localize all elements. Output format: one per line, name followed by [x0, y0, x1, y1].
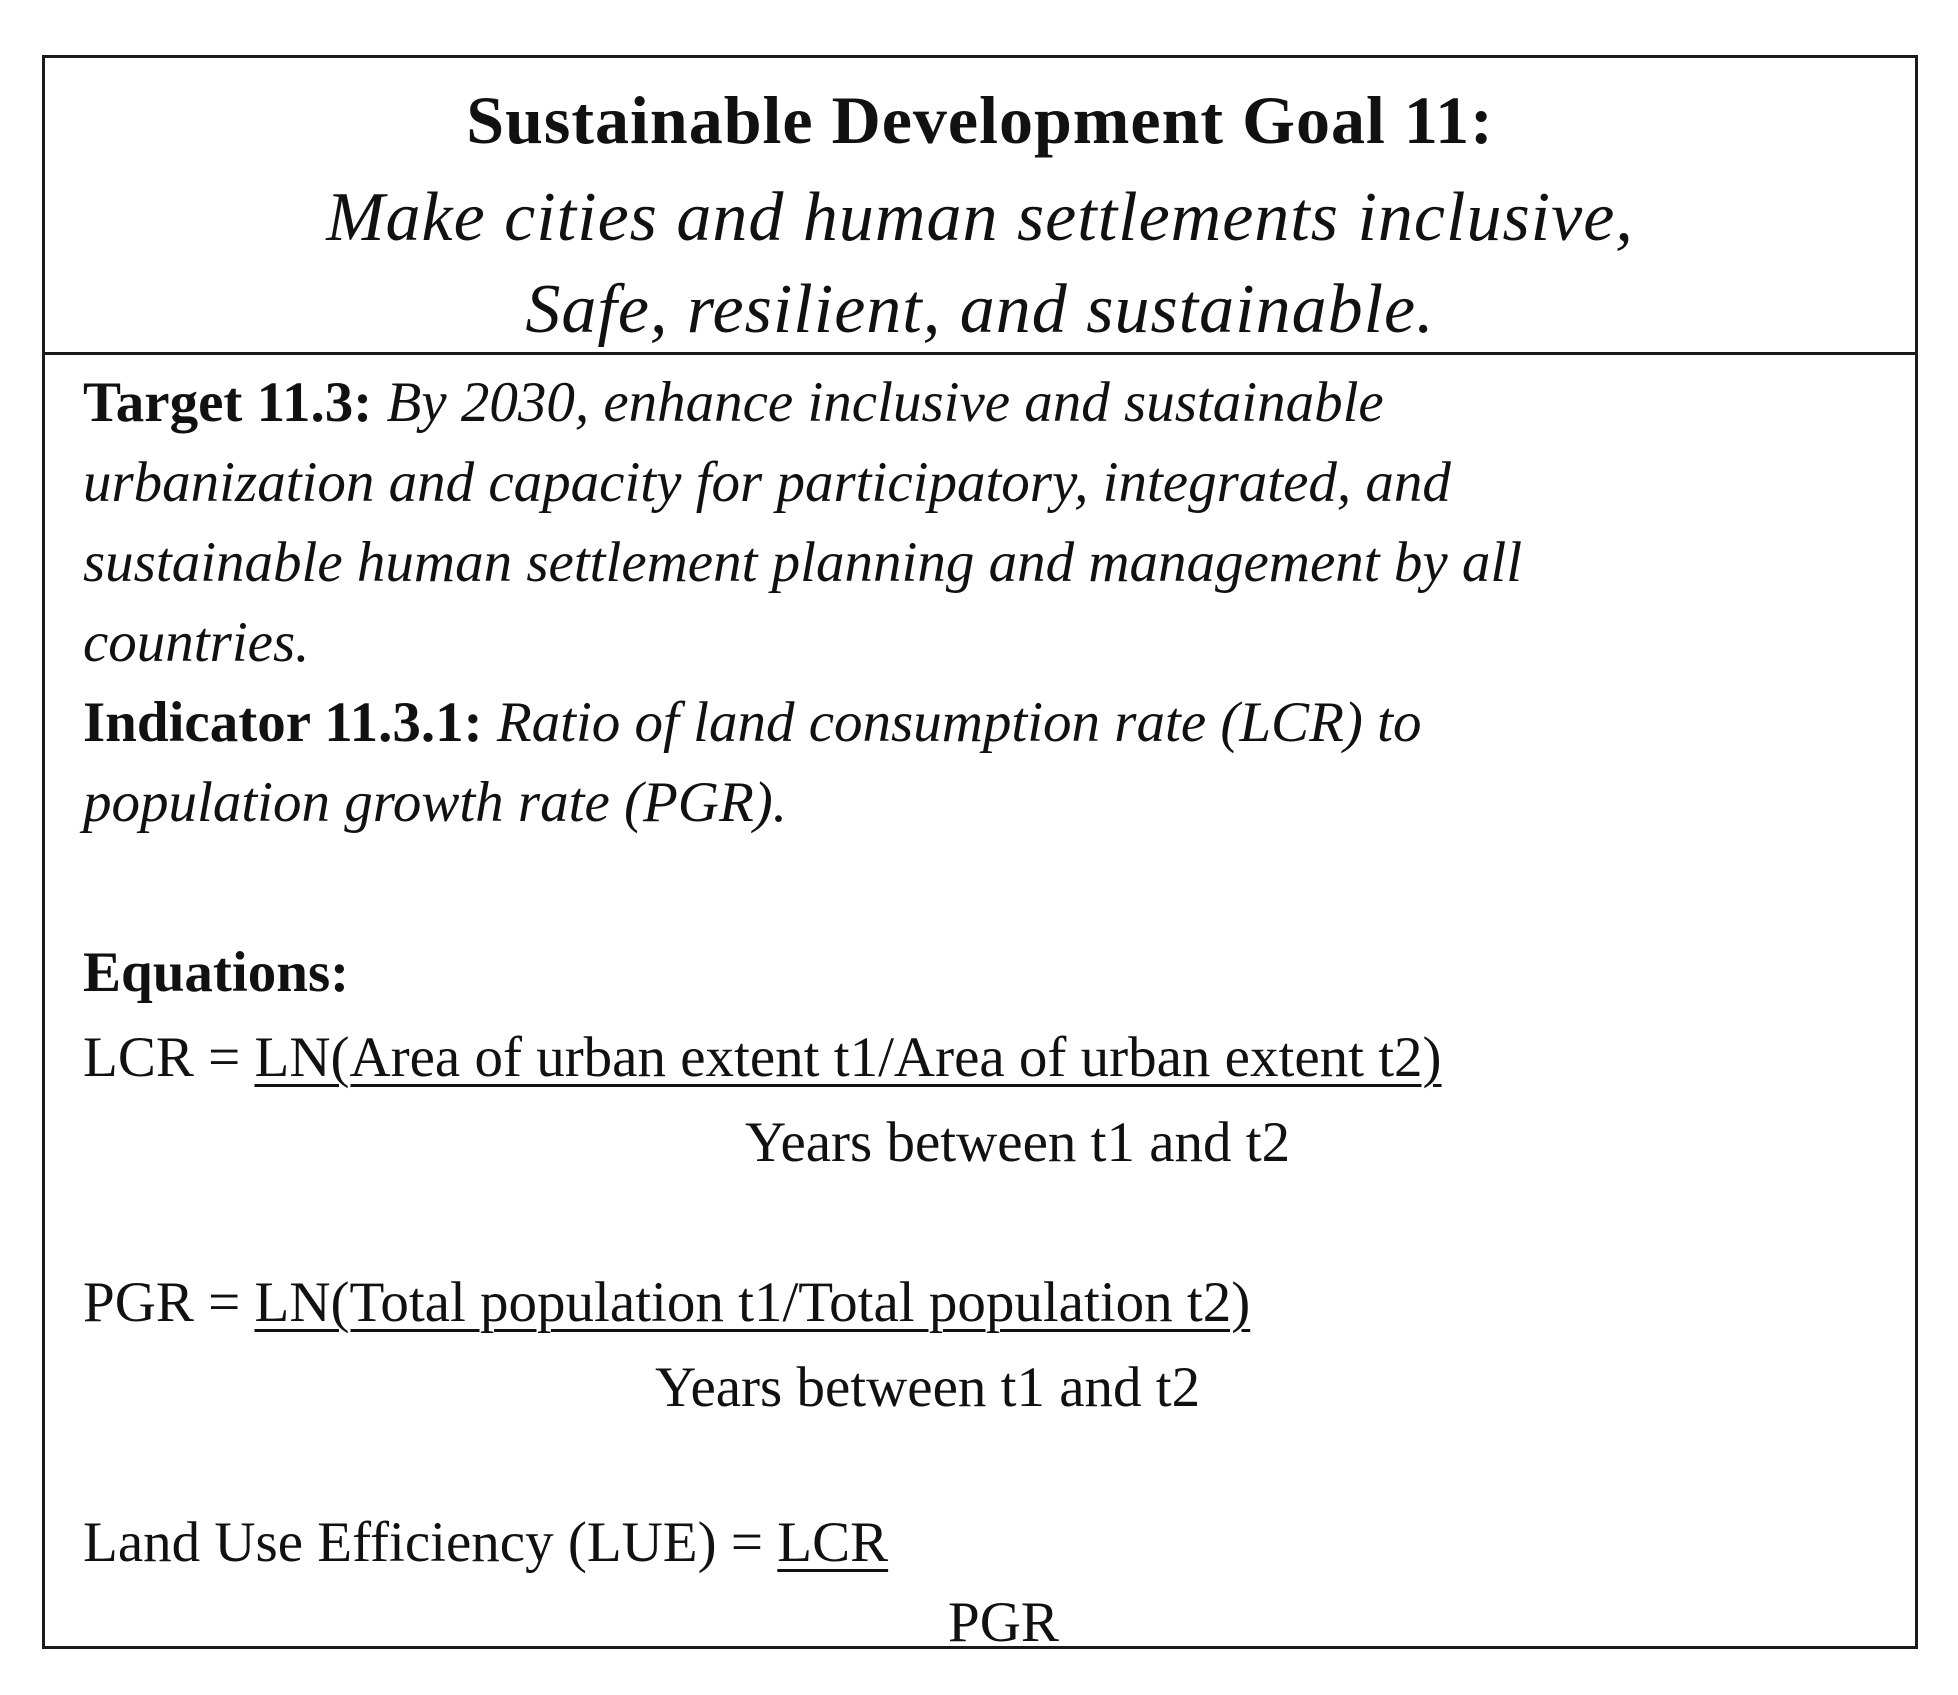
sdg-box: Sustainable Development Goal 11: Make ci…: [42, 55, 1918, 1654]
target-label: Target 11.3:: [83, 371, 373, 434]
target-section: Target 11.3: By 2030, enhance inclusive …: [83, 363, 1893, 683]
indicator-line-1: Indicator 11.3.1: Ratio of land consumpt…: [83, 683, 1893, 763]
goal-header: Sustainable Development Goal 11: Make ci…: [45, 58, 1915, 355]
pgr-lhs: PGR =: [83, 1271, 255, 1334]
goal-subtitle-line-2: Safe, resilient, and sustainable.: [525, 271, 1435, 348]
pgr-numerator: LN(Total population t1/Total population …: [254, 1271, 1251, 1334]
pgr-equation: PGR = LN(Total population t1/Total popul…: [83, 1268, 1250, 1338]
equations-heading: Equations:: [83, 941, 350, 1004]
goal-subtitle-line-1: Make cities and human settlements inclus…: [326, 179, 1634, 256]
goal-title: Sustainable Development Goal 11:: [466, 82, 1494, 158]
target-text-1: By 2030, enhance inclusive and sustainab…: [386, 371, 1384, 434]
indicator-section: Indicator 11.3.1: Ratio of land consumpt…: [83, 683, 1893, 843]
lue-equation: Land Use Efficiency (LUE) = LCR: [83, 1508, 888, 1578]
lue-denominator: PGR: [948, 1591, 1059, 1654]
target-line-4: countries.: [83, 611, 310, 674]
lcr-equation: LCR = LN(Area of urban extent t1/Area of…: [83, 1023, 1442, 1093]
target-line-2: urbanization and capacity for participat…: [83, 451, 1451, 514]
target-line-3: sustainable human settlement planning an…: [83, 531, 1523, 594]
indicator-text-1: Ratio of land consumption rate (LCR) to: [496, 691, 1422, 754]
lcr-lhs: LCR =: [83, 1026, 255, 1089]
lcr-numerator: LN(Area of urban extent t1/Area of urban…: [254, 1026, 1442, 1089]
goal-subtitle: Make cities and human settlements inclus…: [45, 172, 1915, 356]
lue-numerator: LCR: [777, 1511, 889, 1574]
lue-lhs: Land Use Efficiency (LUE) =: [83, 1511, 778, 1574]
lcr-denominator: Years between t1 and t2: [745, 1111, 1291, 1174]
indicator-line-2: population growth rate (PGR).: [83, 771, 788, 834]
pgr-denominator: Years between t1 and t2: [655, 1356, 1201, 1419]
indicator-label: Indicator 11.3.1:: [83, 691, 483, 754]
target-line-1: Target 11.3: By 2030, enhance inclusive …: [83, 363, 1893, 443]
